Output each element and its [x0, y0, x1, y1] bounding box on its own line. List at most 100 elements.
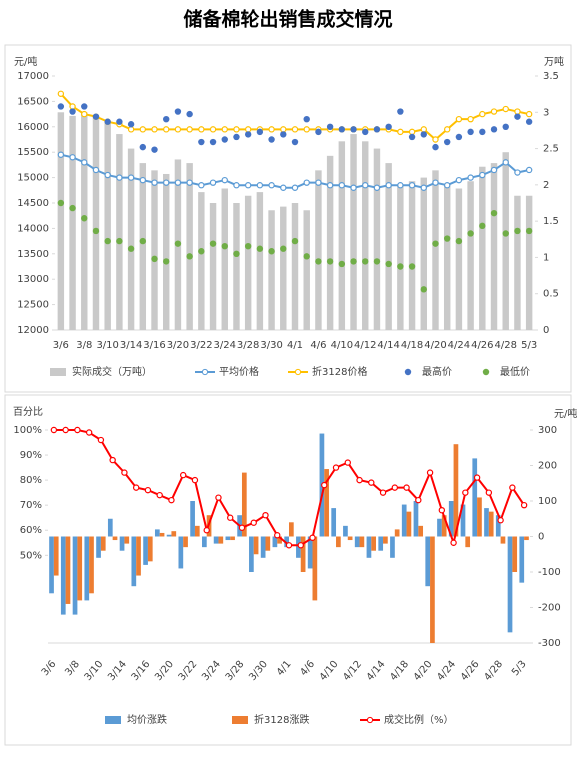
- line-marker: [291, 126, 299, 133]
- bar: [477, 497, 482, 537]
- bar: [336, 536, 341, 548]
- x-tick-label: 5/3: [521, 340, 537, 351]
- line-marker: [221, 176, 228, 184]
- x-tick-label: 4/24: [435, 659, 458, 683]
- line-marker: [151, 179, 158, 186]
- bar: [127, 148, 135, 330]
- line-marker: [420, 184, 427, 191]
- bar: [397, 184, 404, 330]
- point: [116, 237, 123, 245]
- line-marker: [139, 176, 147, 184]
- point: [502, 230, 509, 237]
- point: [81, 103, 88, 110]
- bar: [100, 536, 106, 551]
- point: [151, 146, 158, 153]
- x-tick-label: 3/30: [247, 659, 270, 683]
- bar: [163, 173, 170, 330]
- bar: [72, 536, 78, 615]
- point: [116, 118, 123, 125]
- point: [455, 237, 463, 245]
- point: [221, 242, 228, 250]
- bar: [413, 501, 419, 537]
- bar: [49, 536, 54, 594]
- bar: [512, 536, 518, 572]
- bar: [60, 536, 66, 615]
- line-marker: [291, 184, 299, 191]
- point: [209, 240, 217, 247]
- x-tick-label: 4/20: [412, 659, 435, 683]
- line-marker: [403, 484, 410, 491]
- point: [397, 263, 404, 270]
- y-tick-label: 13000: [17, 274, 49, 285]
- bar: [284, 536, 289, 548]
- bar: [390, 536, 395, 558]
- line-marker: [57, 90, 65, 97]
- line-marker: [179, 471, 187, 479]
- y-tick-label: 14000: [17, 223, 49, 234]
- bar: [112, 536, 118, 541]
- point: [104, 118, 111, 125]
- point: [502, 123, 509, 130]
- x-tick-label: 4/1: [275, 659, 294, 678]
- line-marker: [104, 171, 111, 179]
- y2-tick-label: 2: [543, 180, 549, 191]
- legend-swatch: [366, 716, 374, 724]
- point: [420, 286, 427, 293]
- x-tick-label: 4/24: [448, 340, 470, 351]
- legend-swatch: [404, 368, 412, 376]
- point: [350, 126, 357, 133]
- bar: [467, 181, 474, 330]
- line-marker: [467, 115, 474, 123]
- line-marker: [408, 128, 416, 136]
- y2-tick-label: -100: [538, 567, 561, 578]
- bar: [190, 501, 195, 537]
- bar: [371, 536, 376, 551]
- line-marker: [268, 126, 275, 133]
- line-marker: [514, 169, 521, 176]
- line-marker: [233, 126, 240, 133]
- y-tick-label: 70%: [20, 500, 42, 511]
- x-tick-label: 4/12: [341, 659, 364, 683]
- bar: [233, 203, 240, 330]
- bar: [488, 511, 494, 537]
- line-marker: [92, 166, 100, 174]
- bar: [500, 536, 506, 544]
- bar: [280, 206, 287, 330]
- line-marker: [432, 136, 439, 143]
- line-marker: [69, 154, 76, 161]
- point: [233, 250, 240, 257]
- y-tick-label: 12500: [17, 300, 49, 311]
- line-marker: [368, 479, 375, 486]
- point: [373, 258, 381, 265]
- bar: [430, 536, 435, 643]
- point: [408, 133, 416, 141]
- x-tick-label: 3/16: [130, 659, 153, 683]
- x-tick-label: 4/6: [310, 340, 326, 351]
- bar: [347, 536, 353, 541]
- bar: [484, 508, 489, 537]
- line-marker: [356, 476, 363, 484]
- bar: [57, 112, 65, 331]
- line-marker: [391, 484, 399, 491]
- point: [443, 138, 451, 146]
- y2-tick-label: 300: [538, 425, 557, 436]
- point: [69, 204, 76, 212]
- x-tick-label: 3/14: [106, 659, 129, 683]
- line-marker: [97, 436, 105, 444]
- bar: [139, 163, 147, 330]
- point: [221, 136, 228, 143]
- point: [479, 128, 486, 136]
- point: [467, 128, 474, 136]
- bar: [453, 444, 459, 537]
- point: [385, 260, 392, 268]
- x-tick-label: 3/10: [96, 340, 118, 351]
- x-tick-label: 3/22: [177, 659, 200, 683]
- line-marker: [490, 108, 498, 115]
- line-marker: [443, 126, 451, 133]
- line-marker: [303, 126, 310, 133]
- bar: [69, 115, 76, 331]
- y2-tick-label: 2.5: [543, 144, 559, 155]
- point: [373, 126, 381, 133]
- point: [186, 110, 193, 118]
- bar: [253, 536, 259, 555]
